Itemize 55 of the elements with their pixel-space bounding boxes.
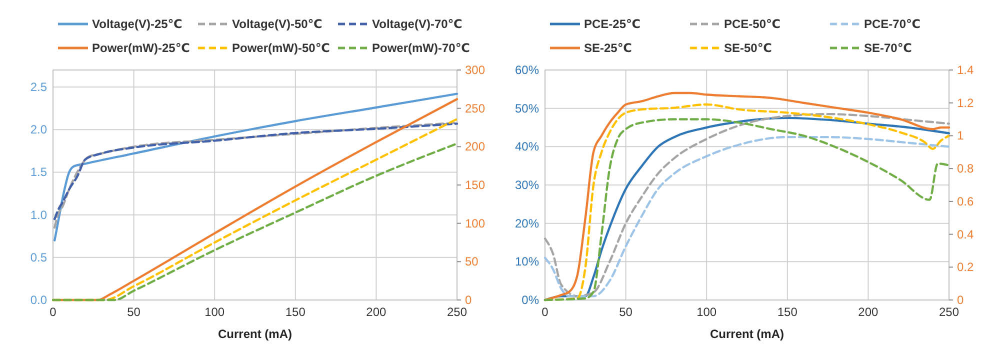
y2-tick-label: 200 — [465, 140, 486, 154]
x-tick-label: 250 — [938, 305, 960, 319]
x-tick-label: 150 — [285, 305, 306, 319]
x-tick-label: 200 — [858, 305, 879, 319]
legend-label: Power(mW)-70℃ — [372, 41, 470, 55]
y-tick-label: 1.5 — [30, 165, 48, 180]
y2-tick-label: 0.2 — [957, 260, 974, 274]
legend-label: Power(mW)-25℃ — [92, 41, 190, 55]
x-tick-label: 150 — [777, 305, 798, 319]
y2-tick-label: 150 — [465, 178, 486, 192]
x-axis-title: Current (mA) — [218, 327, 292, 341]
y2-tick-label: 250 — [465, 101, 486, 116]
x-tick-label: 0 — [50, 305, 57, 319]
y-tick-label: 10% — [514, 254, 540, 269]
y-tick-label: 20% — [514, 216, 540, 230]
legend-label: SE-70℃ — [864, 41, 912, 55]
legend-label: SE-50℃ — [724, 41, 772, 55]
x-tick-label: 50 — [127, 305, 141, 319]
y-tick-label: 50% — [514, 101, 540, 116]
legend-label: PCE-25℃ — [584, 17, 641, 31]
legend-label: Voltage(V)-25℃ — [92, 17, 182, 31]
y2-tick-label: 0.6 — [957, 194, 974, 208]
y-tick-label: 0.0 — [30, 293, 48, 307]
y2-tick-label: 0 — [465, 293, 472, 307]
y-tick-label: 0.5 — [30, 250, 48, 264]
y-tick-label: 40% — [514, 140, 540, 154]
y2-tick-label: 1.4 — [957, 63, 974, 77]
legend-label: Voltage(V)-70℃ — [372, 17, 462, 31]
x-tick-label: 200 — [366, 305, 387, 319]
line-series — [54, 92, 458, 242]
y2-tick-label: 0.8 — [957, 162, 974, 176]
y2-tick-label: 50 — [465, 254, 479, 269]
y2-tick-label: 300 — [465, 63, 486, 77]
legend-label: Power(mW)-50℃ — [232, 41, 330, 55]
y2-tick-label: 100 — [465, 216, 486, 230]
y2-tick-label: 1.2 — [957, 96, 974, 110]
y-tick-label: 30% — [514, 178, 540, 192]
legend-label: SE-25℃ — [584, 41, 632, 55]
x-axis-title: Current (mA) — [710, 327, 784, 341]
x-tick-label: 0 — [542, 305, 549, 319]
legend-label: PCE-50℃ — [724, 17, 781, 31]
legend-label: Voltage(V)-50℃ — [232, 17, 322, 31]
y2-tick-label: 0.4 — [957, 227, 974, 242]
x-tick-label: 50 — [619, 305, 633, 319]
x-tick-label: 100 — [696, 305, 717, 319]
y-tick-label: 1.0 — [30, 208, 48, 222]
y-tick-label: 2.5 — [30, 80, 48, 94]
y-tick-label: 60% — [514, 63, 540, 77]
legend-label: PCE-70℃ — [864, 17, 921, 31]
y-tick-label: 2.0 — [30, 122, 48, 137]
y2-tick-label: 1 — [957, 128, 964, 143]
y-tick-label: 0% — [522, 293, 540, 307]
x-tick-label: 250 — [446, 305, 468, 319]
x-tick-label: 100 — [204, 305, 225, 319]
y2-tick-label: 0 — [957, 293, 964, 307]
